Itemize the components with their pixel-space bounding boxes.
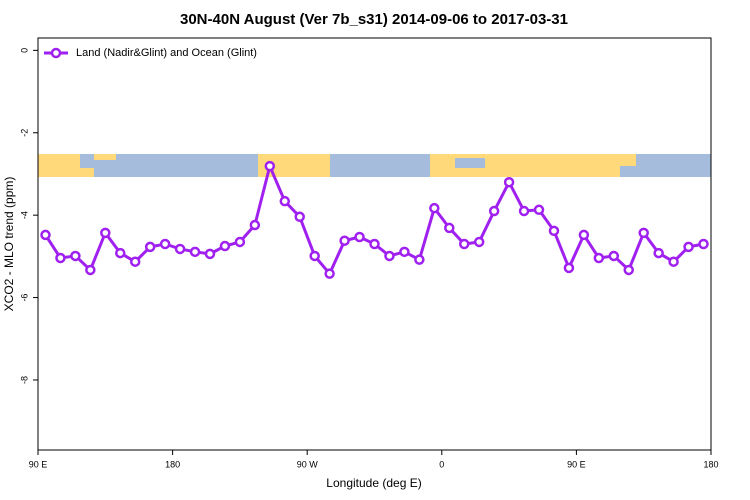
data-point	[354, 231, 365, 243]
data-point	[638, 227, 649, 239]
data-point	[85, 264, 96, 276]
x-axis-label: Longitude (deg E)	[326, 476, 421, 490]
data-point	[444, 222, 455, 234]
data-point	[698, 238, 709, 250]
data-point	[70, 250, 81, 262]
data-point	[204, 248, 216, 260]
data-point	[608, 250, 620, 262]
data-point	[369, 238, 380, 250]
data-point	[623, 264, 634, 276]
data-point	[264, 160, 276, 172]
y-tick-label: -2	[19, 129, 29, 137]
data-point	[115, 247, 126, 259]
data-point	[414, 254, 425, 265]
x-tick-label: 90 W	[297, 459, 319, 469]
legend-label: Land (Nadir&Glint) and Ocean (Glint)	[76, 47, 257, 59]
x-tick-label: 90 E	[29, 459, 48, 469]
y-tick-label: -8	[19, 376, 29, 384]
data-point	[458, 238, 470, 250]
legend: Land (Nadir&Glint) and Ocean (Glint)	[44, 47, 257, 59]
data-line	[44, 161, 704, 277]
data-point	[174, 243, 186, 255]
data-point	[548, 225, 560, 237]
x-tick-label: 180	[165, 459, 180, 469]
data-point	[219, 240, 231, 252]
data-point	[593, 252, 605, 264]
data-point	[429, 202, 440, 214]
x-tick-label: 90 E	[567, 459, 586, 469]
data-point	[249, 219, 261, 231]
y-tick-label: -6	[19, 294, 29, 302]
chart-title: 30N-40N August (Ver 7b_s31) 2014-09-06 t…	[180, 11, 568, 28]
map-strip	[38, 154, 711, 177]
plot-frame	[37, 37, 712, 451]
data-point	[279, 195, 291, 207]
y-tick-label: 0	[19, 48, 29, 53]
data-point	[578, 229, 590, 241]
data-point	[40, 229, 51, 241]
data-point	[399, 246, 410, 258]
data-point	[533, 204, 545, 216]
data-point	[294, 211, 305, 223]
data-point	[324, 268, 335, 279]
data-point	[129, 256, 141, 267]
x-tick-label: 180	[703, 459, 718, 469]
y-axis-label: XCO2 - MLO trend (ppm)	[2, 177, 16, 312]
data-point	[189, 246, 201, 258]
data-point	[653, 247, 664, 259]
data-point	[100, 227, 111, 239]
data-point	[234, 236, 246, 248]
data-point	[488, 205, 500, 217]
data-point	[503, 176, 515, 188]
data-point	[668, 256, 679, 267]
data-point	[339, 235, 350, 246]
data-point	[683, 241, 694, 253]
data-point	[518, 205, 530, 217]
data-point	[55, 252, 66, 264]
y-tick-label: -4	[19, 211, 29, 219]
x-tick-label: 0	[439, 459, 444, 469]
data-point	[384, 250, 395, 262]
data-point	[144, 241, 156, 253]
data-point	[159, 238, 171, 250]
data-point	[563, 262, 575, 274]
data-point	[473, 236, 485, 248]
data-point	[309, 250, 320, 262]
